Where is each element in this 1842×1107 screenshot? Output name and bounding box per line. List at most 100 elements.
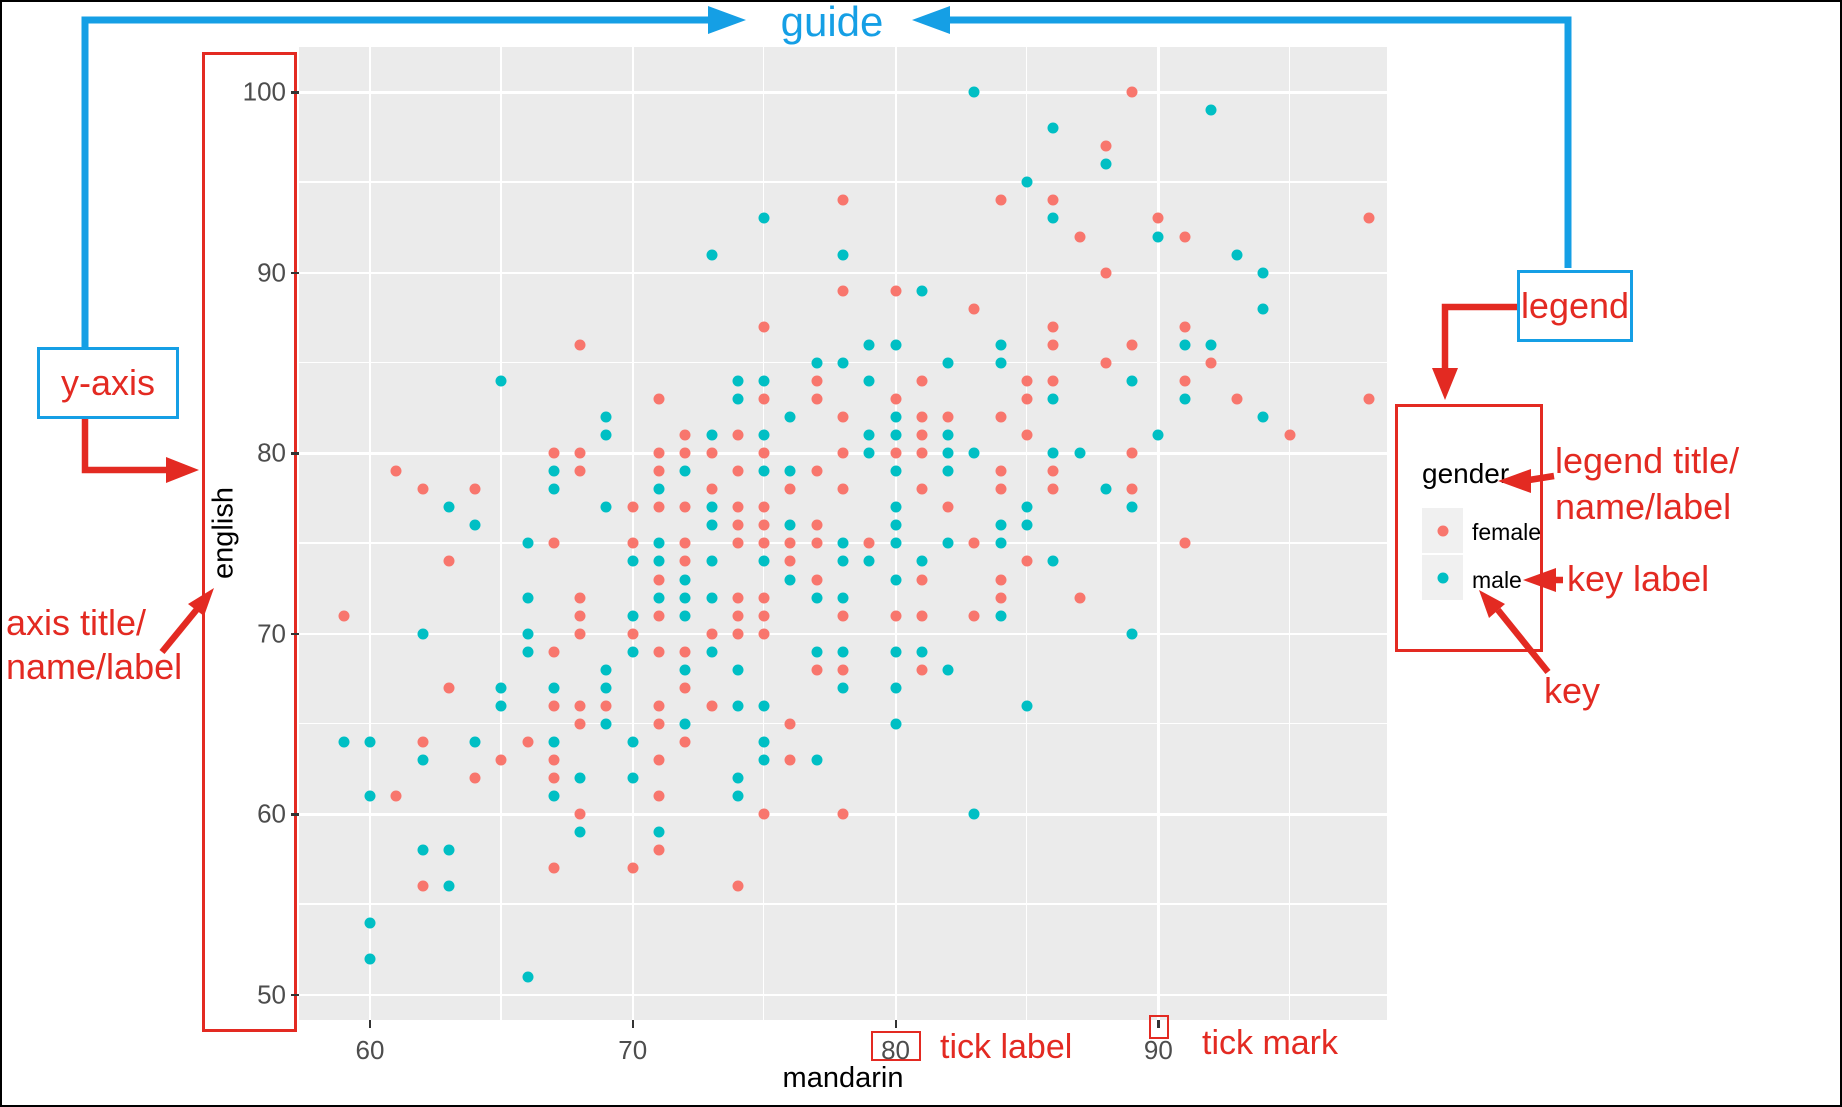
data-point-male	[1021, 700, 1033, 712]
legend-title-annotation-line2: name/label	[1555, 486, 1732, 527]
data-point-female	[995, 411, 1007, 423]
data-point-female	[653, 447, 665, 459]
data-point-male	[522, 537, 534, 549]
data-point-male	[706, 646, 718, 658]
data-point-male	[706, 249, 718, 261]
data-point-female	[942, 411, 954, 423]
data-point-female	[1047, 483, 1059, 495]
data-point-female	[1021, 555, 1033, 567]
data-point-male	[1100, 483, 1112, 495]
data-point-female	[679, 447, 691, 459]
data-point-male	[968, 808, 980, 820]
data-point-male	[495, 682, 507, 694]
data-point-male	[995, 537, 1007, 549]
data-point-female	[811, 537, 823, 549]
tick-mark-highlight-box	[1149, 1015, 1169, 1039]
data-point-female	[732, 537, 744, 549]
data-point-female	[916, 447, 928, 459]
data-point-female	[837, 411, 849, 423]
data-point-male	[653, 483, 665, 495]
y-tick-mark	[291, 813, 299, 816]
x-major-gridline	[631, 47, 635, 1020]
data-point-male	[837, 357, 849, 369]
tick-label-highlight-box	[871, 1031, 921, 1061]
data-point-male	[837, 592, 849, 604]
data-point-male	[548, 483, 560, 495]
legend-highlight-box	[1395, 404, 1543, 652]
data-point-male	[1205, 104, 1217, 116]
data-point-male	[890, 411, 902, 423]
legend-key-female	[1422, 508, 1463, 553]
data-point-female	[784, 718, 796, 730]
data-point-female	[995, 465, 1007, 477]
y-minor-gridline	[299, 722, 1387, 725]
data-point-male	[811, 754, 823, 766]
data-point-male	[1074, 447, 1086, 459]
data-point-male	[942, 664, 954, 676]
data-point-female	[916, 375, 928, 387]
data-point-male	[942, 429, 954, 441]
data-point-female	[574, 447, 586, 459]
data-point-female	[548, 447, 560, 459]
y-tick-mark	[291, 632, 299, 636]
data-point-male	[732, 375, 744, 387]
data-point-female	[469, 772, 481, 784]
legend-callout-label: legend	[1520, 285, 1630, 326]
data-point-male	[811, 357, 823, 369]
data-point-male	[548, 790, 560, 802]
data-point-female	[732, 610, 744, 622]
data-point-female	[679, 555, 691, 567]
data-point-female	[548, 700, 560, 712]
data-point-female	[968, 610, 980, 622]
data-point-male	[837, 249, 849, 261]
data-point-male	[732, 393, 744, 405]
data-point-male	[995, 610, 1007, 622]
x-major-gridline	[894, 47, 898, 1020]
data-point-female	[1074, 231, 1086, 243]
data-point-male	[522, 646, 534, 658]
plot-panel	[299, 47, 1387, 1020]
data-point-male	[706, 429, 718, 441]
data-point-female	[732, 429, 744, 441]
data-point-female	[653, 465, 665, 477]
data-point-male	[1152, 231, 1164, 243]
data-point-male	[600, 501, 612, 513]
y-tick-mark	[291, 993, 299, 997]
data-point-female	[653, 501, 665, 513]
data-point-male	[863, 339, 875, 351]
y-tick-mark	[291, 271, 299, 275]
data-point-female	[1284, 429, 1296, 441]
data-point-male	[1126, 501, 1138, 513]
data-point-male	[942, 357, 954, 369]
data-point-female	[679, 429, 691, 441]
data-point-female	[574, 592, 586, 604]
data-point-male	[1047, 393, 1059, 405]
data-point-male	[522, 971, 534, 983]
data-point-male	[916, 555, 928, 567]
data-point-male	[758, 754, 770, 766]
legend-label-female: female	[1472, 519, 1542, 545]
data-point-female	[679, 646, 691, 658]
data-point-male	[627, 736, 639, 748]
data-point-male	[1257, 411, 1269, 423]
data-point-female	[1021, 393, 1033, 405]
data-point-female	[1126, 339, 1138, 351]
guide-right-arrowhead-icon	[912, 6, 950, 34]
data-point-female	[942, 501, 954, 513]
data-point-male	[837, 646, 849, 658]
data-point-male	[653, 555, 665, 567]
data-point-female	[1363, 393, 1375, 405]
data-point-female	[653, 646, 665, 658]
data-point-female	[706, 447, 718, 459]
data-point-female	[548, 537, 560, 549]
data-point-female	[627, 628, 639, 640]
data-point-female	[1047, 375, 1059, 387]
y-minor-gridline	[299, 903, 1387, 905]
data-point-female	[627, 501, 639, 513]
data-point-female	[679, 501, 691, 513]
data-point-male	[443, 844, 455, 856]
data-point-female	[1179, 321, 1191, 333]
data-point-male	[627, 772, 639, 784]
data-point-female	[890, 393, 902, 405]
data-point-female	[548, 754, 560, 766]
